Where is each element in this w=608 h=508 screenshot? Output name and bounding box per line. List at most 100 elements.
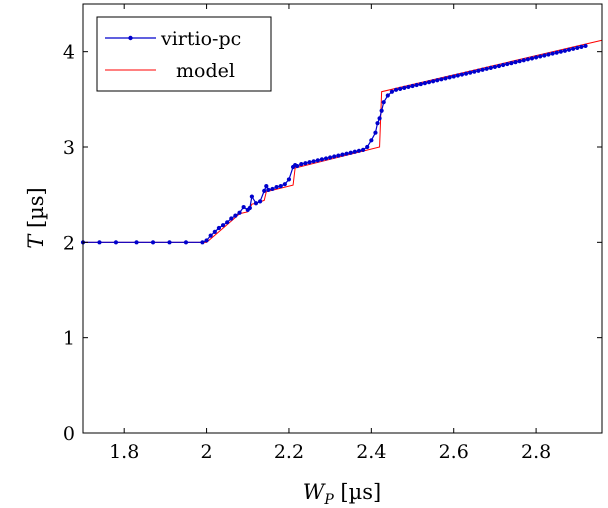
data-point xyxy=(264,183,269,189)
data-point xyxy=(562,48,568,53)
data-point xyxy=(418,81,423,87)
series-layer xyxy=(80,39,603,245)
data-point xyxy=(402,85,407,90)
data-point xyxy=(229,216,234,221)
data-point xyxy=(476,68,481,73)
data-point xyxy=(278,183,283,189)
data-point xyxy=(375,121,380,126)
data-point xyxy=(529,56,535,61)
x-tick-label: 2.2 xyxy=(274,441,304,463)
data-point xyxy=(538,54,543,59)
data-point xyxy=(237,210,242,215)
x-tick-label: 2.4 xyxy=(356,441,386,463)
data-point xyxy=(266,187,271,192)
data-point xyxy=(496,63,502,69)
data-point xyxy=(426,80,432,85)
data-point xyxy=(262,188,267,193)
data-point xyxy=(542,53,547,58)
y-axis-label: T [µs] xyxy=(24,187,48,249)
data-point xyxy=(439,77,444,82)
data-point xyxy=(501,62,506,68)
legend-label-model: model xyxy=(176,60,235,82)
ticks-layer: 1.8 2 2.2 2.4 2.6 2.8 0 1 2 3 4 xyxy=(63,4,602,463)
data-point xyxy=(225,220,230,225)
data-point xyxy=(472,69,477,74)
data-point xyxy=(295,163,300,169)
data-point xyxy=(517,59,522,64)
x-tick-label: 1.8 xyxy=(109,441,139,463)
x-tick-label: 2.6 xyxy=(439,441,469,463)
x-tick-label: 2 xyxy=(201,441,213,463)
data-point xyxy=(212,229,217,234)
data-point xyxy=(468,70,473,75)
data-point xyxy=(340,152,345,157)
y-tick-label: 2 xyxy=(63,232,75,254)
data-point xyxy=(270,186,275,192)
data-point xyxy=(398,86,403,91)
data-point xyxy=(480,67,485,72)
data-point xyxy=(319,157,325,162)
data-point xyxy=(521,58,526,63)
data-point xyxy=(381,100,386,105)
data-point xyxy=(360,147,366,152)
x-axis-label: WP [µs] xyxy=(303,480,382,508)
y-tick-label: 1 xyxy=(63,328,75,350)
data-point xyxy=(455,73,460,78)
series-line-virtio-pc xyxy=(83,45,586,243)
data-point xyxy=(373,130,378,135)
plot-frame xyxy=(82,3,603,434)
data-point xyxy=(299,162,304,167)
data-point xyxy=(566,47,572,52)
data-point xyxy=(533,55,539,60)
data-point xyxy=(513,60,518,65)
data-point xyxy=(183,240,189,245)
data-point xyxy=(286,177,292,182)
y-tick-label: 4 xyxy=(63,42,75,64)
y-tick-label: 3 xyxy=(63,137,75,159)
data-point xyxy=(389,89,395,94)
data-point xyxy=(435,78,440,83)
data-point xyxy=(484,66,489,71)
data-point xyxy=(303,161,308,166)
data-point xyxy=(220,223,226,228)
data-point xyxy=(509,61,514,66)
data-point xyxy=(558,49,563,54)
data-point xyxy=(488,65,493,70)
data-point xyxy=(134,240,139,245)
data-point xyxy=(253,201,259,206)
data-point xyxy=(385,93,390,98)
data-point xyxy=(352,149,357,154)
data-point xyxy=(459,72,465,77)
data-point xyxy=(356,148,362,153)
data-point xyxy=(575,45,580,50)
data-point xyxy=(379,108,384,113)
data-point xyxy=(447,75,452,80)
data-point xyxy=(247,205,252,211)
data-point xyxy=(579,44,584,50)
data-point xyxy=(451,74,456,79)
data-point xyxy=(348,150,353,155)
data-point xyxy=(307,160,312,165)
data-point xyxy=(406,84,411,90)
data-point xyxy=(505,61,510,67)
data-point xyxy=(274,184,279,190)
data-point xyxy=(241,204,246,210)
data-point xyxy=(167,240,172,245)
data-point xyxy=(150,240,156,245)
data-point xyxy=(422,81,427,86)
data-point xyxy=(377,116,382,121)
data-point xyxy=(204,238,209,243)
data-point xyxy=(332,154,337,159)
data-point xyxy=(414,82,419,88)
data-point xyxy=(393,87,399,92)
legend-marker-virtio-pc xyxy=(128,35,133,41)
legend-box xyxy=(96,16,272,92)
y-tick-label: 0 xyxy=(63,423,75,445)
data-point xyxy=(97,240,102,245)
data-point xyxy=(323,156,329,161)
data-point xyxy=(311,159,316,164)
data-point xyxy=(344,151,349,156)
data-point xyxy=(571,46,576,51)
data-point xyxy=(492,64,498,70)
